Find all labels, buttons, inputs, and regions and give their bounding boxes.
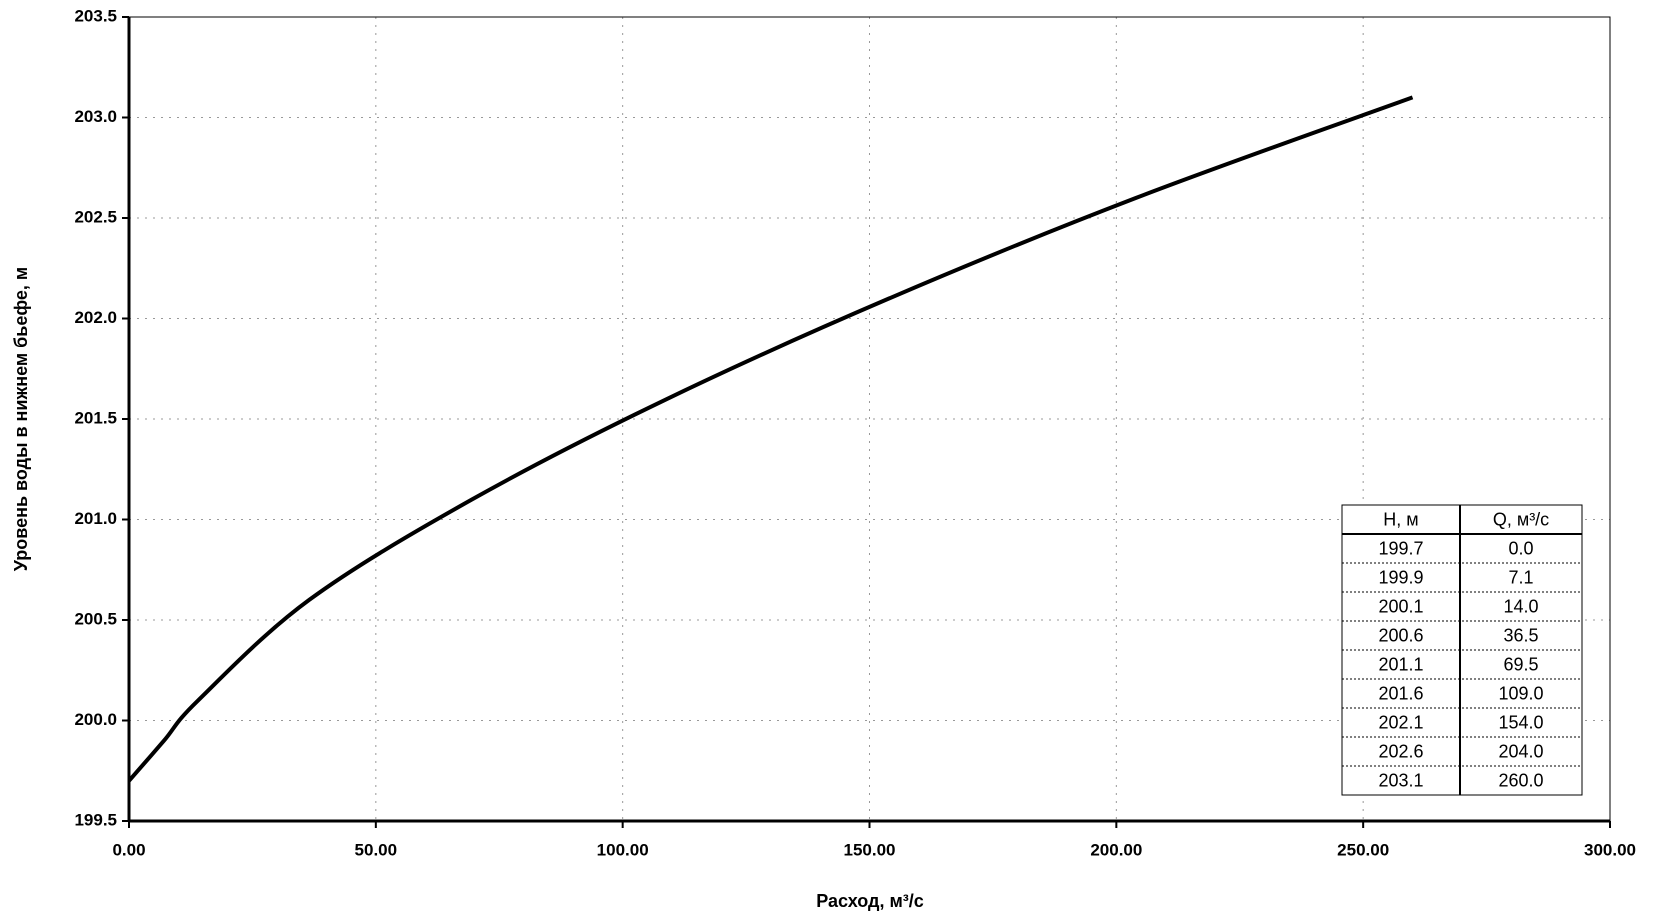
y-tick-label: 199.5 bbox=[74, 810, 117, 829]
data-line bbox=[127, 95, 1414, 783]
x-tick-label: 100.00 bbox=[597, 840, 649, 859]
y-tick-label: 200.5 bbox=[74, 609, 117, 628]
table-cell: 36.5 bbox=[1503, 625, 1538, 645]
table-cell: 7.1 bbox=[1508, 567, 1533, 587]
y-tick-label: 203.5 bbox=[74, 6, 117, 25]
y-tick-label: 201.5 bbox=[74, 408, 117, 427]
y-axis-label: Уровень воды в нижнем бьефе, м bbox=[11, 267, 31, 571]
table-header: H, м bbox=[1383, 509, 1418, 529]
y-tick-label: 200.0 bbox=[74, 710, 117, 729]
table-cell: 201.6 bbox=[1378, 683, 1423, 703]
table-cell: 202.6 bbox=[1378, 741, 1423, 761]
table-cell: 204.0 bbox=[1498, 741, 1543, 761]
x-tick-label: 50.00 bbox=[355, 840, 398, 859]
table-cell: 154.0 bbox=[1498, 712, 1543, 732]
x-tick-label: 300.00 bbox=[1584, 840, 1636, 859]
table-cell: 200.1 bbox=[1378, 596, 1423, 616]
table-cell: 14.0 bbox=[1503, 596, 1538, 616]
x-tick-label: 200.00 bbox=[1090, 840, 1142, 859]
table-cell: 199.7 bbox=[1378, 538, 1423, 558]
table-cell: 203.1 bbox=[1378, 770, 1423, 790]
table-cell: 109.0 bbox=[1498, 683, 1543, 703]
table-cell: 199.9 bbox=[1378, 567, 1423, 587]
y-tick-label: 201.0 bbox=[74, 509, 117, 528]
table-header: Q, м³/с bbox=[1493, 509, 1549, 529]
table-cell: 0.0 bbox=[1508, 538, 1533, 558]
y-tick-label: 202.5 bbox=[74, 207, 117, 226]
table-cell: 202.1 bbox=[1378, 712, 1423, 732]
x-tick-label: 0.00 bbox=[112, 840, 145, 859]
y-tick-label: 202.0 bbox=[74, 308, 117, 327]
x-axis-label: Расход, м³/с bbox=[816, 891, 924, 911]
table-cell: 200.6 bbox=[1378, 625, 1423, 645]
x-tick-label: 250.00 bbox=[1337, 840, 1389, 859]
table-cell: 201.1 bbox=[1378, 654, 1423, 674]
table-cell: 260.0 bbox=[1498, 770, 1543, 790]
y-tick-label: 203.0 bbox=[74, 107, 117, 126]
x-tick-label: 150.00 bbox=[844, 840, 896, 859]
table-cell: 69.5 bbox=[1503, 654, 1538, 674]
